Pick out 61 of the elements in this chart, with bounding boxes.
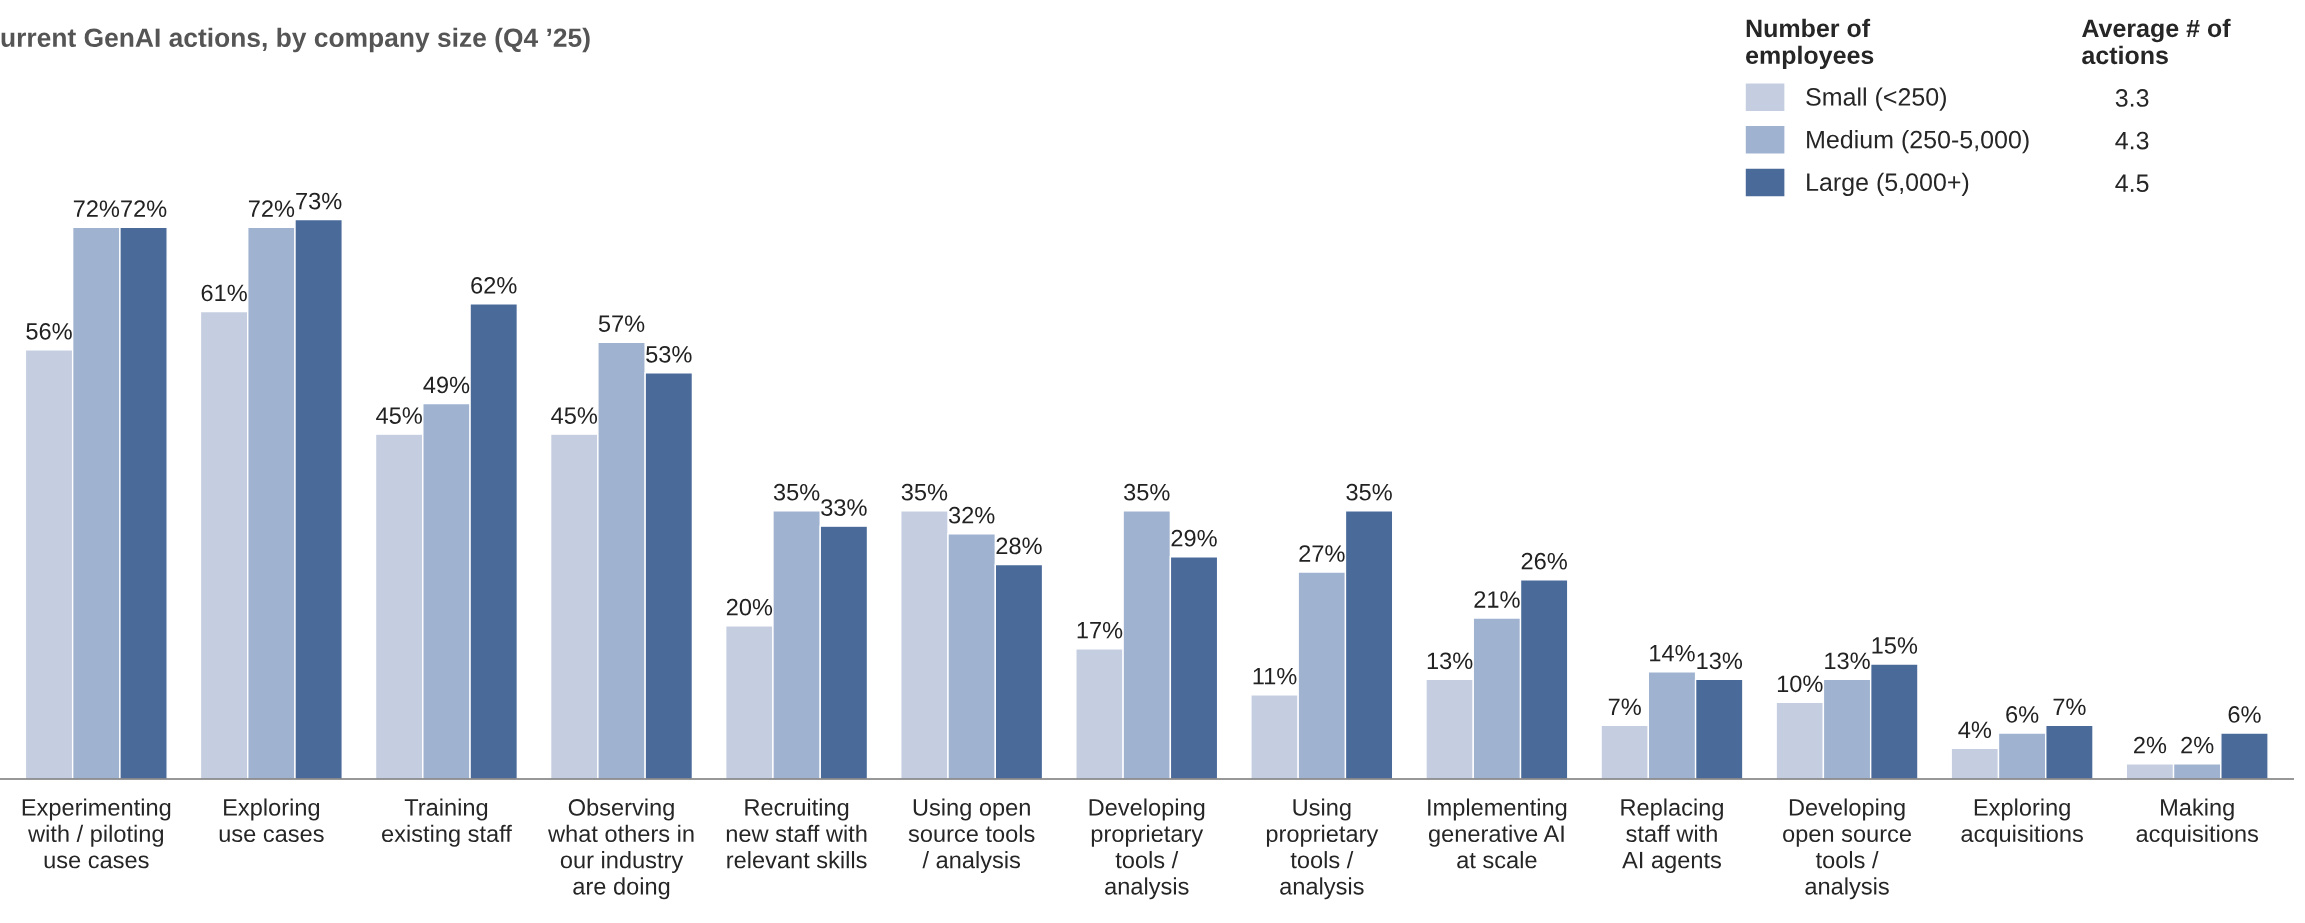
data-label: 35% xyxy=(773,483,820,501)
legend-label: Medium (250-5,000) xyxy=(1807,130,2029,154)
data-label: 72% xyxy=(73,200,120,217)
data-label: 20% xyxy=(726,598,773,616)
data-label: 35% xyxy=(1346,483,1392,501)
text: 3.3 xyxy=(2115,89,2149,107)
data-label: 53% xyxy=(646,345,692,363)
x-tick-label: Exploring use cases xyxy=(219,798,324,843)
data-label: 29% xyxy=(1171,529,1217,547)
data-label: 11% xyxy=(1253,667,1297,685)
x-tick-label: Recruiting new staff with relevant skills xyxy=(726,798,867,869)
chart-title: urrent GenAI actions, by company size (Q4 ’25) xyxy=(1,27,590,53)
data-label: 7% xyxy=(2053,698,2086,716)
data-label: 32% xyxy=(948,506,995,524)
data-label: 56% xyxy=(26,322,72,340)
data-label: 17% xyxy=(1077,621,1123,639)
x-tick-label: Developing open source tools / analysis xyxy=(1783,798,1911,900)
data-label: 26% xyxy=(1521,552,1567,570)
x-tick-label: Observing what others in our industry are doing xyxy=(547,798,694,900)
data-label: 49% xyxy=(423,376,470,394)
x-tick-label: Implementing generative AI at scale xyxy=(1428,798,1567,869)
x-tick-label: Using proprietary tools / analysis xyxy=(1266,798,1379,900)
x-tick-label: Training existing staff xyxy=(382,798,512,847)
x-tick-label: Exploring acquisitions xyxy=(1961,798,2083,847)
data-label: 13% xyxy=(1697,652,1743,670)
data-label: 6% xyxy=(2228,706,2261,723)
data-label: 61% xyxy=(201,284,247,302)
x-tick-label: Using open source tools / analysis xyxy=(908,798,1035,874)
data-label: 35% xyxy=(901,483,948,501)
data-label: 6% xyxy=(2006,706,2039,723)
legend-label: Large (5,000+) xyxy=(1807,172,1969,196)
data-label: 4% xyxy=(1958,721,1992,739)
data-label: 62% xyxy=(471,276,517,294)
text: Average # of actions xyxy=(2082,18,2231,65)
data-label: 21% xyxy=(1474,591,1520,608)
data-label: 13% xyxy=(1427,652,1473,670)
data-label: 27% xyxy=(1299,545,1345,562)
x-tick-label: Making acquisitions xyxy=(2136,798,2259,847)
text: 4.3 xyxy=(2115,131,2149,150)
x-tick-label: Experimenting with / piloting use cases xyxy=(22,798,171,869)
x-tick-label: Developing proprietary tools / analysis xyxy=(1089,798,1205,900)
data-label: 73% xyxy=(296,192,342,210)
data-label: 45% xyxy=(376,407,422,424)
data-label: 13% xyxy=(1825,652,1870,670)
data-label: 10% xyxy=(1777,675,1823,693)
data-label: 72% xyxy=(121,200,167,217)
data-label: 45% xyxy=(551,407,598,424)
data-label: 2% xyxy=(2134,736,2167,754)
x-tick-label: Replacing staff with AI agents xyxy=(1621,798,1723,874)
data-label: 28% xyxy=(996,537,1042,555)
data-label: 15% xyxy=(1872,637,1918,654)
data-label: 7% xyxy=(1608,698,1641,716)
text: 4.5 xyxy=(2115,174,2149,193)
data-label: 72% xyxy=(248,200,295,217)
legend-title: Number of employees xyxy=(1746,18,1874,70)
data-label: 14% xyxy=(1650,644,1695,662)
data-label: 57% xyxy=(598,315,645,332)
data-label: 2% xyxy=(2181,736,2214,754)
data-label: 35% xyxy=(1124,483,1170,501)
data-label: 33% xyxy=(821,499,867,516)
legend-label: Small (<250) xyxy=(1806,87,1946,111)
